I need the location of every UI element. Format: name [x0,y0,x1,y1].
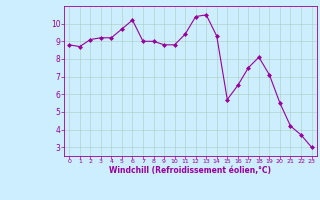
X-axis label: Windchill (Refroidissement éolien,°C): Windchill (Refroidissement éolien,°C) [109,166,271,175]
